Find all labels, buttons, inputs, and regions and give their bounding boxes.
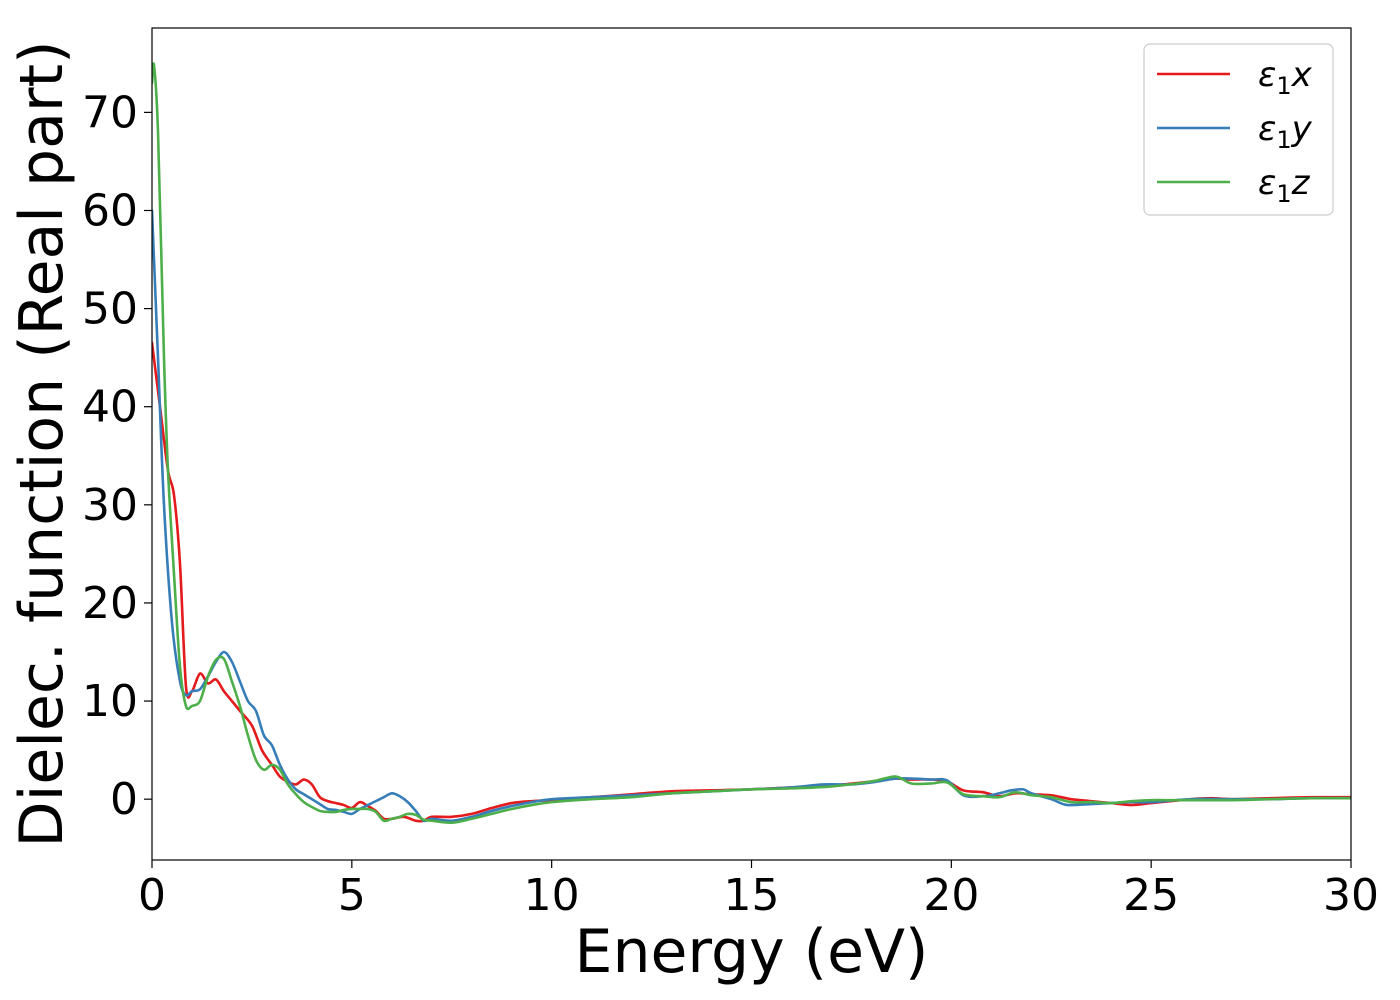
- legend-item: ε1x: [1157, 55, 1313, 100]
- x-tick-label: 0: [138, 870, 166, 921]
- y-tick-label: 30: [82, 480, 138, 531]
- x-tick-label: 15: [724, 870, 780, 921]
- legend-box: [1143, 43, 1334, 216]
- x-tick-label: 5: [338, 870, 366, 921]
- x-tick-label: 25: [1123, 870, 1179, 921]
- series-line-y: [152, 209, 1351, 823]
- legend-item: ε1y: [1157, 109, 1313, 154]
- x-tick-label: 30: [1323, 870, 1379, 921]
- series-line-x: [152, 341, 1351, 823]
- legend: ε1x ε1y ε1z: [1143, 43, 1334, 216]
- series-line-z: [152, 62, 1351, 825]
- y-tick-label: 0: [110, 774, 138, 825]
- y-tick-label: 40: [82, 382, 138, 433]
- legend-label: ε1z: [1258, 163, 1311, 208]
- legend-item: ε1z: [1157, 163, 1311, 208]
- y-tick-label: 50: [82, 284, 138, 335]
- y-tick-label: 70: [82, 87, 138, 138]
- x-axis-label: Energy (eV): [575, 917, 929, 987]
- x-tick-label: 10: [524, 870, 580, 921]
- y-tick-label: 20: [82, 578, 138, 629]
- legend-label: ε1x: [1258, 55, 1313, 100]
- series-layer: [152, 62, 1351, 825]
- legend-label: ε1y: [1258, 109, 1313, 154]
- x-tick-label: 20: [923, 870, 979, 921]
- y-tick-label: 60: [82, 185, 138, 236]
- ticks-layer: 0 5 10 15 20 25 30 0 10 20 30 40 50 60 70: [82, 87, 1379, 921]
- y-axis-label: Dielec. function (Real part): [7, 41, 77, 848]
- y-tick-label: 10: [82, 676, 138, 727]
